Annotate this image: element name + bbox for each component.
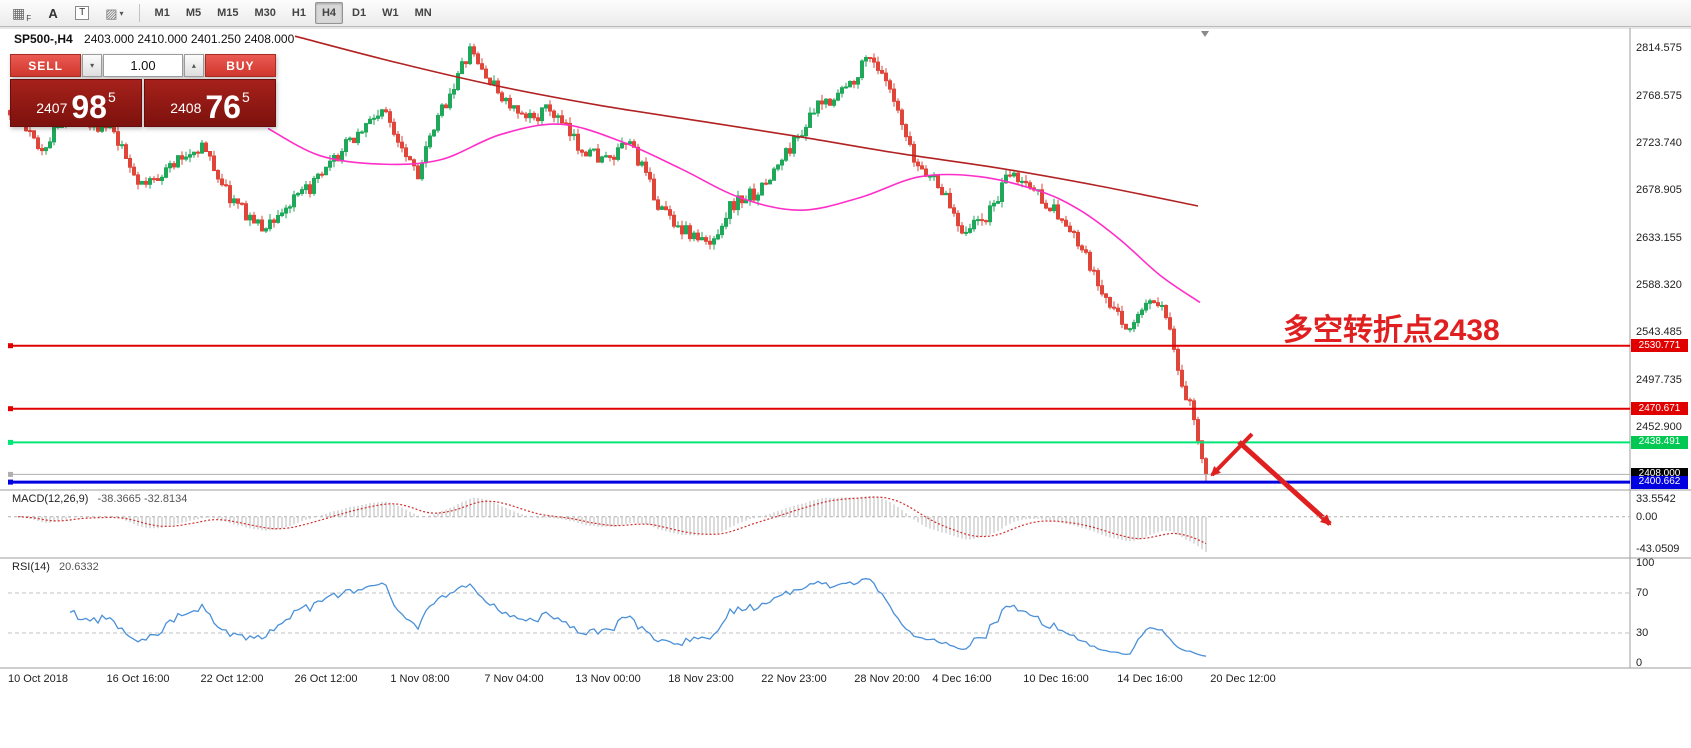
timeframe-h1[interactable]: H1 — [285, 2, 313, 24]
ma-slow-line — [294, 35, 1199, 207]
text-tool-button[interactable]: T — [68, 2, 96, 24]
grid-tool-button[interactable]: ▦ F — [5, 2, 38, 24]
hline-anchor — [8, 343, 13, 349]
sell-price-sup: 5 — [107, 89, 116, 105]
arrow-head — [1320, 514, 1332, 526]
trade-prices-row: 2407 98 5 2408 76 5 — [10, 79, 276, 127]
arrow-head — [1210, 466, 1221, 477]
font-tool-button[interactable]: A — [40, 2, 66, 24]
text-tool-icon: T — [75, 6, 90, 20]
timeframe-m15[interactable]: M15 — [210, 2, 245, 24]
timeframe-h4[interactable]: H4 — [314, 2, 344, 24]
hline-anchor — [8, 479, 13, 485]
sell-price-big: 98 — [71, 88, 107, 125]
hline-anchor — [8, 439, 13, 445]
rsi-title: RSI(14) — [12, 561, 50, 573]
rsi-line — [69, 578, 1207, 657]
buy-price-display[interactable]: 2408 76 5 — [144, 79, 276, 127]
buy-price-prefix: 2408 — [170, 100, 202, 116]
trend-arrow-1[interactable] — [1210, 432, 1254, 477]
macd-indicator-label: MACD(12,26,9) -38.3665 -32.8134 — [12, 493, 187, 505]
buy-price-big: 76 — [205, 88, 241, 125]
chevron-down-icon: ▾ — [90, 61, 95, 70]
timeframe-m1[interactable]: M1 — [148, 2, 177, 24]
objects-icon: ▨ — [105, 5, 118, 21]
macd-title: MACD(12,26,9) — [12, 493, 89, 505]
buy-button[interactable]: BUY — [204, 54, 276, 77]
hline-anchor — [8, 471, 13, 477]
ma-fast-line — [267, 123, 1201, 304]
chart-shift-marker[interactable] — [1201, 31, 1209, 37]
macd-histogram — [17, 496, 1207, 552]
one-click-trading-panel: SELL ▾ ▴ BUY 2407 98 5 2408 76 5 — [10, 54, 276, 127]
timeframe-d1[interactable]: D1 — [345, 2, 373, 24]
timeframe-m5[interactable]: M5 — [179, 2, 208, 24]
chevron-up-icon: ▴ — [191, 61, 196, 70]
chevron-down-icon: ▾ — [119, 8, 124, 18]
toolbar-separator — [138, 4, 140, 22]
rsi-value: 20.6332 — [58, 561, 99, 573]
macd-signal-line — [17, 496, 1207, 545]
volume-input[interactable] — [103, 54, 183, 77]
timeframe-group: M1 M5 M15 M30 H1 H4 D1 W1 MN — [148, 2, 439, 24]
sell-price-display[interactable]: 2407 98 5 — [10, 79, 142, 127]
chart-annotation-text[interactable]: 多空转折点2438 — [1283, 314, 1500, 347]
ohlc-values: 2403.000 2410.000 2401.250 2408.000 — [84, 32, 295, 46]
trend-arrow-2[interactable] — [1237, 440, 1332, 526]
sell-button[interactable]: SELL — [10, 54, 82, 77]
hline-anchor — [8, 406, 13, 412]
trade-controls-row: SELL ▾ ▴ BUY — [10, 54, 276, 77]
macd-values: -38.3665 -32.8134 — [97, 493, 188, 505]
symbol-label: SP500-,H4 — [14, 32, 73, 46]
chart-ohlc-header: SP500-,H4 2403.000 2410.000 2401.250 240… — [14, 32, 294, 46]
objects-tool-button[interactable]: ▨ ▾ — [98, 2, 130, 24]
timeframe-w1[interactable]: W1 — [375, 2, 406, 24]
buy-price-sup: 5 — [241, 89, 250, 105]
font-a-icon: A — [48, 5, 58, 21]
timeframe-m30[interactable]: M30 — [248, 2, 283, 24]
rsi-indicator-label: RSI(14) 20.6332 — [12, 561, 99, 573]
volume-increase-button[interactable]: ▴ — [184, 54, 204, 77]
volume-decrease-button[interactable]: ▾ — [82, 54, 102, 77]
grid-icon: ▦ — [12, 5, 26, 21]
sell-price-prefix: 2407 — [36, 100, 68, 116]
toolbar: ▦ F A T ▨ ▾ M1 M5 M15 M30 H1 H4 D1 W1 MN — [0, 0, 1691, 27]
grid-icon-sub-label: F — [26, 14, 32, 23]
timeframe-mn[interactable]: MN — [408, 2, 439, 24]
candles-down — [8, 43, 1208, 483]
